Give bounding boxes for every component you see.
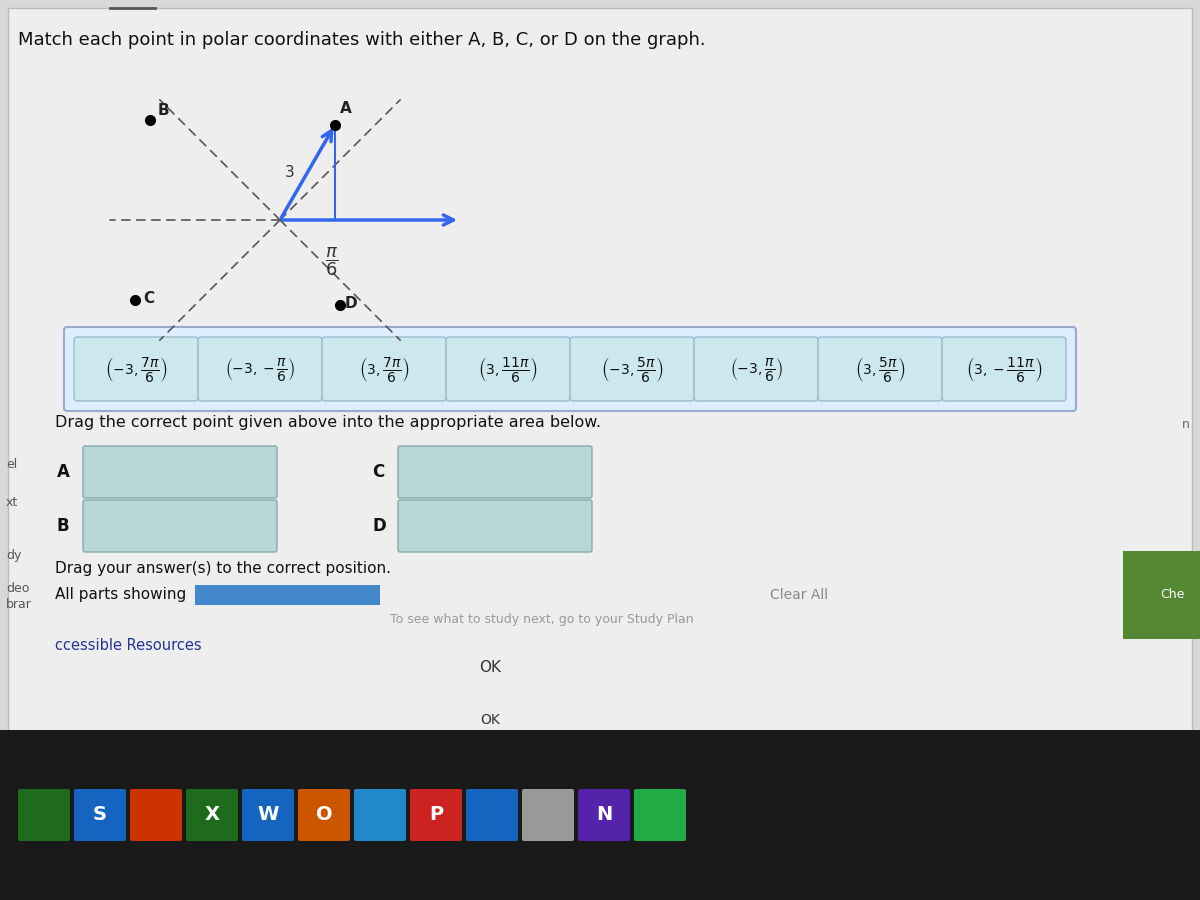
Text: B: B xyxy=(58,517,70,535)
Bar xyxy=(8,8,1192,808)
Text: W: W xyxy=(257,806,278,824)
FancyBboxPatch shape xyxy=(83,446,277,498)
Text: $\dfrac{\pi}{6}$: $\dfrac{\pi}{6}$ xyxy=(325,245,338,277)
Text: D: D xyxy=(346,296,358,311)
FancyBboxPatch shape xyxy=(578,789,630,841)
FancyBboxPatch shape xyxy=(18,789,70,841)
FancyBboxPatch shape xyxy=(466,789,518,841)
Text: $\left(3,\dfrac{11π}{6}\right)$: $\left(3,\dfrac{11π}{6}\right)$ xyxy=(479,355,538,383)
Bar xyxy=(0,730,1200,900)
Text: S: S xyxy=(94,806,107,824)
FancyBboxPatch shape xyxy=(130,789,182,841)
FancyBboxPatch shape xyxy=(942,337,1066,401)
FancyBboxPatch shape xyxy=(410,789,462,841)
FancyBboxPatch shape xyxy=(322,337,446,401)
FancyBboxPatch shape xyxy=(74,337,198,401)
Text: el: el xyxy=(6,458,17,472)
FancyBboxPatch shape xyxy=(198,337,322,401)
Text: A: A xyxy=(340,101,352,116)
Text: $\left(3,\dfrac{5π}{6}\right)$: $\left(3,\dfrac{5π}{6}\right)$ xyxy=(854,355,905,383)
Text: $\left(-3,-\dfrac{π}{6}\right)$: $\left(-3,-\dfrac{π}{6}\right)$ xyxy=(226,356,295,382)
Text: $\left(3,-\dfrac{11π}{6}\right)$: $\left(3,-\dfrac{11π}{6}\right)$ xyxy=(966,355,1043,383)
Text: X: X xyxy=(204,806,220,824)
Text: A: A xyxy=(58,463,70,481)
Text: To see what to study next, go to your Study Plan: To see what to study next, go to your St… xyxy=(390,614,694,626)
Text: n: n xyxy=(1182,418,1190,431)
FancyBboxPatch shape xyxy=(694,337,818,401)
FancyBboxPatch shape xyxy=(74,789,126,841)
FancyBboxPatch shape xyxy=(570,337,694,401)
Text: dy: dy xyxy=(6,548,22,562)
Text: Clear All: Clear All xyxy=(770,588,828,602)
Text: B: B xyxy=(158,103,169,118)
Text: brar: brar xyxy=(6,598,32,611)
Text: $\left(-3,\dfrac{5π}{6}\right)$: $\left(-3,\dfrac{5π}{6}\right)$ xyxy=(601,355,664,383)
Text: D: D xyxy=(372,517,385,535)
Text: Match each point in polar coordinates with either A, B, C, or D on the graph.: Match each point in polar coordinates wi… xyxy=(18,31,706,49)
FancyBboxPatch shape xyxy=(398,500,592,552)
FancyBboxPatch shape xyxy=(398,446,592,498)
Text: $\left(3,\dfrac{7π}{6}\right)$: $\left(3,\dfrac{7π}{6}\right)$ xyxy=(359,355,409,383)
Text: ccessible Resources: ccessible Resources xyxy=(55,637,202,652)
Text: N: N xyxy=(596,806,612,824)
FancyBboxPatch shape xyxy=(298,789,350,841)
Bar xyxy=(194,585,380,605)
Text: xt: xt xyxy=(6,496,18,508)
Text: C: C xyxy=(372,463,384,481)
Text: C: C xyxy=(143,291,154,306)
FancyBboxPatch shape xyxy=(64,327,1076,411)
FancyBboxPatch shape xyxy=(186,789,238,841)
FancyBboxPatch shape xyxy=(818,337,942,401)
Text: O: O xyxy=(316,806,332,824)
FancyBboxPatch shape xyxy=(354,789,406,841)
Text: OK: OK xyxy=(479,661,502,676)
Text: Che: Che xyxy=(1160,589,1186,601)
Text: deo: deo xyxy=(6,581,29,595)
Text: Drag the correct point given above into the appropriate area below.: Drag the correct point given above into … xyxy=(55,415,601,429)
FancyBboxPatch shape xyxy=(446,337,570,401)
FancyBboxPatch shape xyxy=(83,500,277,552)
Text: 3: 3 xyxy=(284,165,294,180)
FancyBboxPatch shape xyxy=(634,789,686,841)
Text: $\left(-3,\dfrac{π}{6}\right)$: $\left(-3,\dfrac{π}{6}\right)$ xyxy=(730,356,782,382)
Text: $\left(-3,\dfrac{7π}{6}\right)$: $\left(-3,\dfrac{7π}{6}\right)$ xyxy=(104,355,167,383)
Text: Drag your answer(s) to the correct position.: Drag your answer(s) to the correct posit… xyxy=(55,561,391,575)
Text: OK: OK xyxy=(480,713,500,727)
Text: All parts showing: All parts showing xyxy=(55,588,186,602)
FancyBboxPatch shape xyxy=(242,789,294,841)
FancyBboxPatch shape xyxy=(522,789,574,841)
Text: P: P xyxy=(428,806,443,824)
